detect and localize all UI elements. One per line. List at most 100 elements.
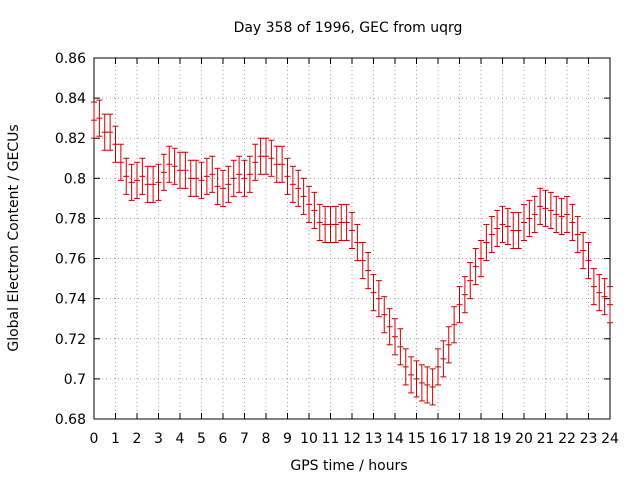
data-point — [478, 240, 484, 278]
y-axis-label: Global Electron Content / GECUs — [6, 124, 22, 351]
data-point — [101, 113, 108, 151]
x-tick-label: 7 — [240, 431, 249, 447]
data-point — [542, 189, 549, 227]
data-point — [322, 205, 329, 244]
x-tick-label: 19 — [494, 431, 512, 447]
x-tick-label: 11 — [322, 431, 340, 447]
x-tick-label: 1 — [111, 431, 120, 447]
x-tick-label: 18 — [472, 431, 490, 447]
data-point — [246, 155, 253, 193]
data-point — [96, 99, 103, 137]
x-tick-label: 16 — [429, 431, 447, 447]
data-point — [327, 205, 334, 244]
data-point — [203, 157, 210, 195]
data-point — [456, 286, 463, 324]
data-point — [596, 274, 603, 312]
x-tick-label: 22 — [558, 431, 576, 447]
data-point — [547, 191, 554, 229]
data-point — [445, 326, 452, 364]
data-point — [472, 248, 479, 286]
x-tick-label: 2 — [133, 431, 142, 447]
data-point — [306, 185, 312, 223]
x-tick-label: 3 — [154, 431, 163, 447]
x-tick-label: 23 — [580, 431, 598, 447]
data-point — [349, 211, 355, 250]
data-point — [300, 177, 307, 215]
data-point — [177, 151, 183, 189]
data-point — [408, 356, 415, 394]
data-point — [418, 364, 425, 402]
x-tick-label: 9 — [283, 431, 292, 447]
chart-title: Day 358 of 1996, GEC from uqrg — [234, 20, 463, 36]
data-point — [397, 328, 404, 366]
x-tick-label: 5 — [197, 431, 206, 447]
x-tick-label: 6 — [219, 431, 228, 447]
data-point — [537, 187, 544, 225]
data-point — [252, 143, 259, 181]
y-tick-label: 0.82 — [55, 131, 86, 147]
x-tick-label: 24 — [601, 431, 619, 447]
data-point — [134, 161, 140, 199]
data-point — [564, 195, 570, 233]
data-point — [112, 125, 119, 163]
data-point — [365, 252, 372, 290]
y-axis-ticks: 0.68 0.7 0.72 0.74 0.76 0.78 0.8 0.82 0.84 0.86 — [55, 51, 610, 428]
data-point — [504, 207, 511, 246]
data-point — [220, 169, 226, 207]
data-point — [574, 215, 581, 254]
data-point — [402, 348, 409, 386]
data-point — [590, 268, 597, 306]
data-point — [263, 137, 269, 175]
y-tick-label: 0.84 — [55, 91, 86, 107]
data-point — [236, 155, 243, 193]
y-tick-label: 0.76 — [55, 252, 86, 268]
data-point — [386, 308, 393, 346]
x-tick-label: 12 — [343, 431, 361, 447]
data-point — [510, 211, 517, 250]
data-point — [429, 368, 436, 406]
data-point — [107, 113, 114, 151]
y-tick-label: 0.68 — [55, 412, 86, 428]
data-point — [451, 306, 458, 344]
data-point — [483, 223, 490, 262]
y-tick-label: 0.78 — [55, 211, 86, 227]
data-point — [375, 280, 382, 318]
data-point — [160, 153, 167, 191]
x-tick-label: 13 — [365, 431, 383, 447]
y-tick-label: 0.8 — [64, 171, 86, 187]
data-point — [225, 165, 232, 203]
data-point — [209, 155, 216, 193]
data-point — [526, 199, 533, 237]
data-point — [494, 209, 501, 248]
data-point — [214, 167, 221, 205]
data-point — [257, 137, 264, 175]
data-point — [338, 203, 345, 242]
data-point — [435, 348, 441, 386]
data-point — [424, 366, 431, 404]
data-point — [150, 165, 157, 203]
data-point — [316, 203, 323, 242]
data-point — [558, 197, 565, 235]
data-point — [354, 223, 361, 262]
x-tick-label: 8 — [262, 431, 271, 447]
data-point — [569, 203, 576, 242]
data-point — [311, 191, 318, 229]
data-point — [230, 159, 237, 197]
data-point — [284, 157, 291, 195]
x-tick-label: 21 — [537, 431, 555, 447]
data-point — [289, 165, 296, 203]
data-point — [166, 145, 173, 183]
data-point — [182, 151, 189, 189]
x-tick-label: 0 — [90, 431, 99, 447]
data-point — [359, 242, 366, 280]
data-point — [91, 101, 97, 139]
plot-frame — [93, 57, 611, 420]
x-tick-label: 14 — [386, 431, 404, 447]
data-point — [499, 205, 506, 244]
data-point — [295, 169, 302, 207]
data-point — [268, 139, 275, 177]
y-tick-label: 0.74 — [55, 292, 86, 308]
data-point — [392, 318, 398, 356]
data-point — [467, 262, 474, 300]
